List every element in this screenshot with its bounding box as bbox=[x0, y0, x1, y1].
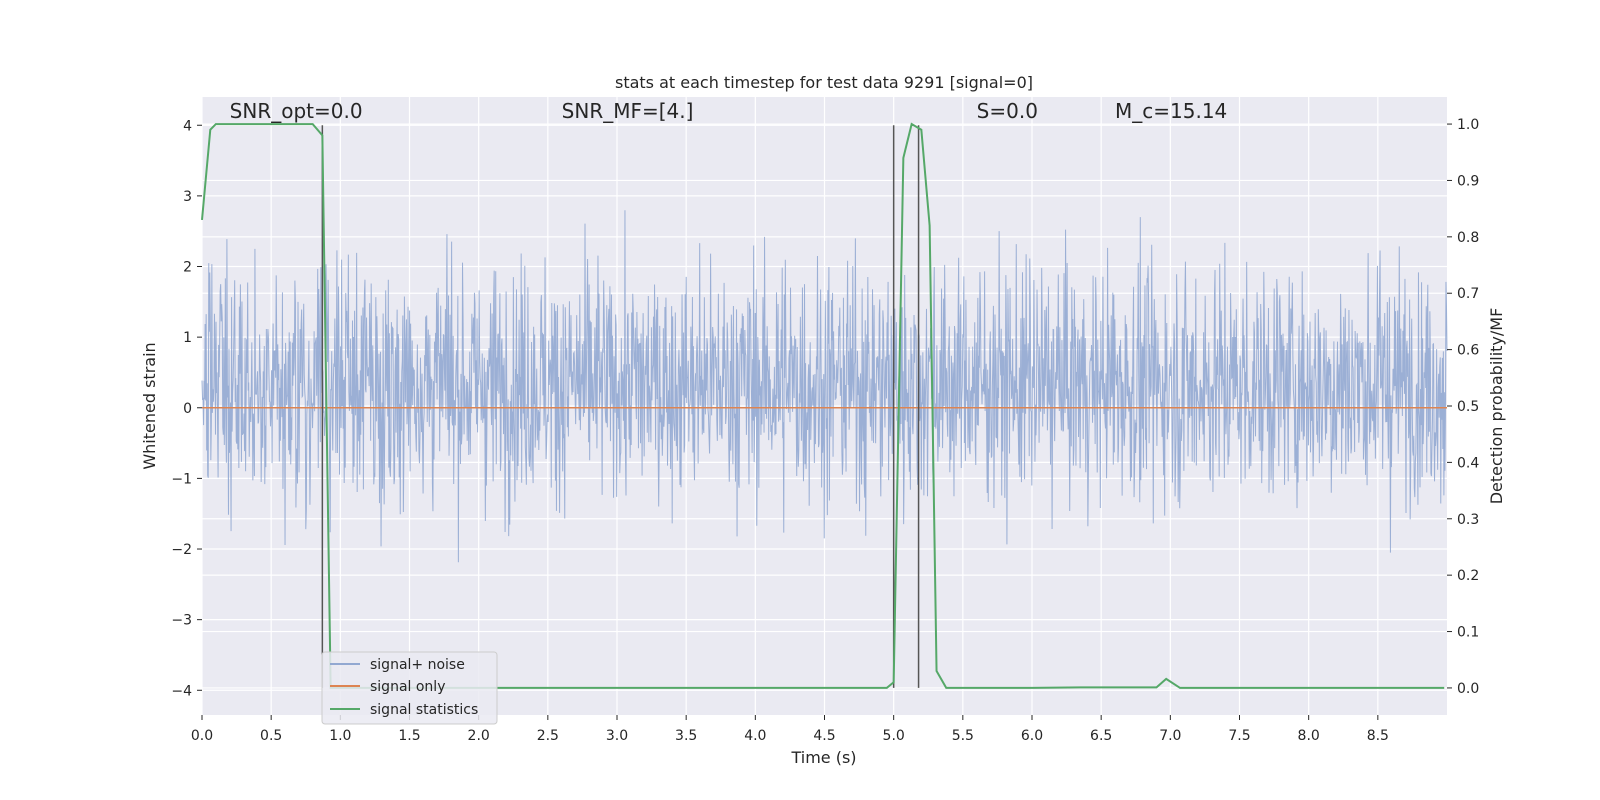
y-tick-label: 0 bbox=[183, 401, 192, 417]
legend: signal+ noise signal only signal statist… bbox=[321, 651, 498, 725]
y-right-tick-label: 0.3 bbox=[1457, 512, 1479, 528]
y-right-tick-label: 0.5 bbox=[1457, 399, 1479, 415]
x-tick-label: 1.5 bbox=[398, 728, 420, 744]
y-right-tick-label: 1.0 bbox=[1457, 117, 1479, 133]
annotation-text: S=0.0 bbox=[977, 99, 1038, 123]
chart-title: stats at each timestep for test data 929… bbox=[615, 73, 1033, 92]
x-tick-label: 6.0 bbox=[1021, 728, 1043, 744]
x-axis-label: Time (s) bbox=[790, 748, 856, 767]
noise-series bbox=[201, 210, 1448, 563]
series-line-signal-noise bbox=[201, 210, 1448, 563]
annotations: SNR_opt=0.0 SNR_MF=[4.] S=0.0 M_c=15.14 bbox=[230, 99, 1228, 123]
y-tick-label: −2 bbox=[171, 542, 192, 558]
statistics-series bbox=[201, 122, 1445, 689]
annotation-text: SNR_opt=0.0 bbox=[230, 99, 363, 123]
y-right-tick-label: 0.1 bbox=[1457, 625, 1479, 641]
annotation-text: SNR_MF=[4.] bbox=[562, 99, 694, 123]
x-tick-label: 5.5 bbox=[952, 728, 974, 744]
y-right-tick-label: 0.9 bbox=[1457, 173, 1479, 189]
y-axis-label: Whitened strain bbox=[140, 342, 159, 469]
y-right-tick-label: 0.4 bbox=[1457, 455, 1479, 471]
x-tick-label: 4.0 bbox=[744, 728, 766, 744]
y-tick-label: 1 bbox=[183, 330, 192, 346]
x-tick-label: 8.5 bbox=[1367, 728, 1389, 744]
x-tick-label: 6.5 bbox=[1090, 728, 1112, 744]
legend-label-statistics: signal statistics bbox=[370, 702, 478, 718]
vertical-markers bbox=[321, 125, 920, 688]
x-tick-label: 0.5 bbox=[260, 728, 282, 744]
annotation-text: M_c=15.14 bbox=[1115, 99, 1227, 123]
y-tick-label: 2 bbox=[183, 260, 192, 276]
y-right-tick-label: 0.8 bbox=[1457, 230, 1479, 246]
x-tick-label: 3.5 bbox=[675, 728, 697, 744]
x-tick-label: 5.0 bbox=[883, 728, 905, 744]
y-right-tick-label: 0.6 bbox=[1457, 343, 1479, 359]
x-tick-label: 2.0 bbox=[468, 728, 490, 744]
legend-label-signal: signal only bbox=[370, 679, 445, 695]
y-tick-label: −3 bbox=[171, 613, 192, 629]
x-tick-label: 0.0 bbox=[191, 728, 213, 744]
y-right-tick-label: 0.7 bbox=[1457, 286, 1479, 302]
y-tick-label: 4 bbox=[183, 118, 192, 134]
series-line-signal-statistics bbox=[201, 122, 1445, 689]
x-tick-label: 1.0 bbox=[329, 728, 351, 744]
x-tick-label: 8.0 bbox=[1298, 728, 1320, 744]
y-right-tick-label: 0.0 bbox=[1457, 681, 1479, 697]
x-tick-label: 2.5 bbox=[537, 728, 559, 744]
y-right-axis-ticks: 1.0 0.9 0.8 0.7 0.6 0.5 0.4 0.3 0.2 0.1 0.0 bbox=[1447, 117, 1479, 697]
y-tick-label: 3 bbox=[183, 189, 192, 205]
x-axis-ticks: 0.0 0.5 1.0 1.5 2.0 2.5 3.0 3.5 4.0 4.5 5.0 5.5 6.0 6… bbox=[191, 715, 1389, 744]
y-axis-ticks: 4 3 2 1 0 −1 −2 −3 −4 bbox=[171, 118, 202, 699]
y-tick-label: −1 bbox=[171, 471, 192, 487]
y-right-tick-label: 0.2 bbox=[1457, 568, 1479, 584]
x-tick-label: 3.0 bbox=[606, 728, 628, 744]
legend-label-noise: signal+ noise bbox=[370, 657, 465, 673]
x-tick-label: 7.5 bbox=[1228, 728, 1250, 744]
x-tick-label: 7.0 bbox=[1159, 728, 1181, 744]
x-tick-label: 4.5 bbox=[813, 728, 835, 744]
legend-box bbox=[321, 651, 498, 725]
y-tick-label: −4 bbox=[171, 683, 192, 699]
y-right-axis-label: Detection probability/MF bbox=[1487, 308, 1506, 505]
